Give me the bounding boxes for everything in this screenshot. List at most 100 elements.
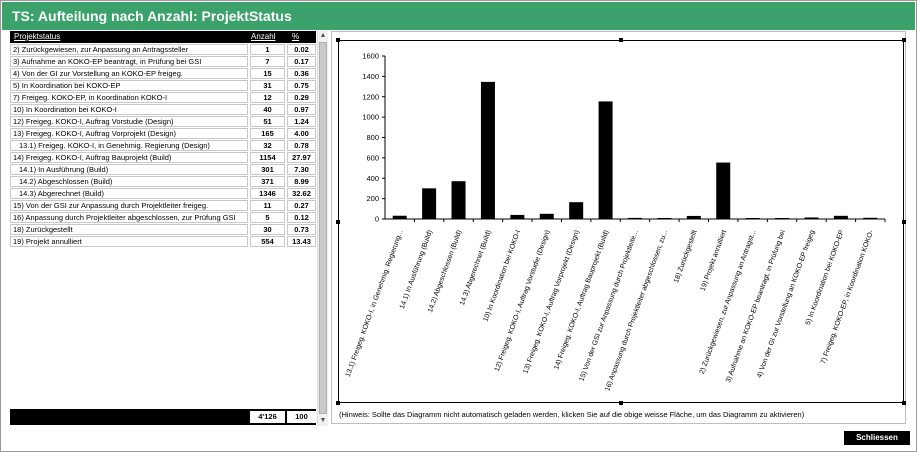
x-tick-label: 3) Aufnahme an KOKO-EP beantragt, in Prü… bbox=[725, 229, 787, 384]
table-row[interactable]: 16) Anpassung durch Projektleiter abgesc… bbox=[10, 212, 316, 224]
resize-handle-bottom-middle[interactable] bbox=[619, 401, 623, 405]
table-row[interactable]: 14.1) In Ausführung (Build) 301 7.30 bbox=[10, 164, 316, 176]
scroll-thumb[interactable] bbox=[319, 42, 327, 414]
status-cell: 19) Projekt annulliert bbox=[10, 236, 248, 247]
resize-handle-middle-right[interactable] bbox=[902, 220, 906, 224]
status-cell: 10) In Koordination bei KOKO-I bbox=[10, 104, 248, 115]
scroll-down-icon[interactable]: ▼ bbox=[319, 417, 327, 424]
table-row[interactable]: 4) Von der GI zur Vorstellung an KOKO-EP… bbox=[10, 68, 316, 80]
column-header-count[interactable]: Anzahl bbox=[251, 32, 276, 41]
percent-cell: 8.99 bbox=[287, 176, 316, 187]
table-row[interactable]: 13.1) Freigeg. KOKO-I, in Genehmig. Regi… bbox=[10, 140, 316, 152]
percent-cell: 0.75 bbox=[287, 80, 316, 91]
resize-handle-top-left[interactable] bbox=[336, 38, 340, 42]
table-row[interactable]: 10) In Koordination bei KOKO-I 40 0.97 bbox=[10, 104, 316, 116]
scroll-up-icon[interactable]: ▲ bbox=[319, 32, 327, 39]
status-cell: 3) Aufnahme an KOKO-EP beantragt, in Prü… bbox=[10, 56, 248, 67]
percent-cell: 0.12 bbox=[287, 212, 316, 223]
table-scrollbar[interactable]: ▲ ▼ bbox=[317, 31, 328, 426]
resize-handle-bottom-left[interactable] bbox=[336, 401, 340, 405]
bar bbox=[628, 217, 642, 219]
count-cell: 1154 bbox=[250, 152, 285, 163]
status-cell: 14.3) Abgerechnet (Build) bbox=[10, 188, 248, 199]
count-cell: 30 bbox=[250, 224, 285, 235]
percent-cell: 0.36 bbox=[287, 68, 316, 79]
table-row[interactable]: 15) Von der GSI zur Anpassung durch Proj… bbox=[10, 200, 316, 212]
close-button[interactable]: Schliessen bbox=[844, 431, 910, 445]
total-count: 4'126 bbox=[250, 411, 285, 423]
chart-panel[interactable] bbox=[331, 31, 906, 424]
table-header: Projektstatus Anzahl % bbox=[10, 31, 316, 43]
status-cell: 13.1) Freigeg. KOKO-I, in Genehmig. Regi… bbox=[10, 140, 248, 151]
x-tick-label: 19) Projekt annulliert bbox=[700, 229, 729, 292]
status-table: Projektstatus Anzahl % 2) Zurückgewiesen… bbox=[10, 31, 316, 426]
bar-chart[interactable]: 0 200 400 600 800 1000 1200 1400 1600 13.1) Freig… bbox=[339, 41, 903, 402]
bar bbox=[745, 218, 760, 219]
bar bbox=[716, 162, 731, 219]
resize-handle-middle-left[interactable] bbox=[336, 220, 340, 224]
y-tick-label: 600 bbox=[366, 153, 379, 162]
x-tick-label: 14.3) Abgerechnet (Build) bbox=[459, 229, 493, 306]
count-cell: 11 bbox=[250, 200, 285, 211]
percent-cell: 0.17 bbox=[287, 56, 316, 67]
x-tick-label: 2) Zurückgewiesen, zur Anpassung an Antr… bbox=[699, 229, 758, 375]
table-row[interactable]: 19) Projekt annulliert 554 13.43 bbox=[10, 236, 316, 248]
count-cell: 301 bbox=[250, 164, 285, 175]
x-tick-label: 13.1) Freigeg. KOKO-I, in Genehmig. Regi… bbox=[345, 229, 405, 378]
y-tick-label: 1000 bbox=[362, 113, 379, 122]
bar bbox=[422, 188, 437, 219]
bar bbox=[539, 213, 554, 219]
bar bbox=[657, 218, 672, 219]
percent-cell: 32.62 bbox=[287, 188, 316, 199]
table-row[interactable]: 7) Freigeg. KOKO-EP, in Koordination KOK… bbox=[10, 92, 316, 104]
percent-cell: 0.73 bbox=[287, 224, 316, 235]
x-tick-label: 7) Freigeg. KOKO-EP, in Koordination KOK… bbox=[820, 229, 875, 365]
bar bbox=[833, 215, 848, 219]
status-cell: 13) Freigeg. KOKO-I, Auftrag Vorprojekt … bbox=[10, 128, 248, 139]
table-footer: 4'126 100 bbox=[10, 409, 316, 425]
bar bbox=[863, 217, 878, 219]
count-cell: 1346 bbox=[250, 188, 285, 199]
bar bbox=[686, 215, 701, 219]
x-tick-label: 14.2) Abgeschlossen (Build) bbox=[427, 229, 463, 313]
y-tick-label: 1600 bbox=[362, 52, 379, 61]
table-row[interactable]: 18) Zurückgestellt 30 0.73 bbox=[10, 224, 316, 236]
count-cell: 371 bbox=[250, 176, 285, 187]
column-header-status[interactable]: Projektstatus bbox=[14, 32, 61, 41]
y-tick-label: 200 bbox=[366, 194, 379, 203]
count-cell: 31 bbox=[250, 80, 285, 91]
count-cell: 554 bbox=[250, 236, 285, 247]
table-body: 2) Zurückgewiesen, zur Anpassung an Antr… bbox=[10, 44, 316, 248]
x-tick-label: 12) Freigeg. KOKO-I, Auftrag Vorstudie (… bbox=[494, 229, 552, 372]
table-row[interactable]: 3) Aufnahme an KOKO-EP beantragt, in Prü… bbox=[10, 56, 316, 68]
percent-cell: 0.78 bbox=[287, 140, 316, 151]
table-row[interactable]: 14.2) Abgeschlossen (Build) 371 8.99 bbox=[10, 176, 316, 188]
y-tick-label: 400 bbox=[366, 174, 379, 183]
bar bbox=[451, 181, 466, 219]
table-row[interactable]: 2) Zurückgewiesen, zur Anpassung an Antr… bbox=[10, 44, 316, 56]
status-cell: 12) Freigeg. KOKO-I, Auftrag Vorstudie (… bbox=[10, 116, 248, 127]
column-header-percent[interactable]: % bbox=[292, 32, 300, 41]
x-tick-label: 16) Anpassung durch Projektleiter abgesc… bbox=[604, 229, 669, 392]
percent-cell: 0.97 bbox=[287, 104, 316, 115]
status-cell: 4) Von der GI zur Vorstellung an KOKO-EP… bbox=[10, 68, 248, 79]
chart-hint-text: (Hinweis: Sollte das Diagramm nicht auto… bbox=[339, 410, 805, 419]
count-cell: 7 bbox=[250, 56, 285, 67]
resize-handle-top-middle[interactable] bbox=[619, 38, 623, 42]
bar bbox=[804, 217, 819, 219]
status-cell: 15) Von der GSI zur Anpassung durch Proj… bbox=[10, 200, 248, 211]
resize-handle-top-right[interactable] bbox=[902, 38, 906, 42]
table-row[interactable]: 14.3) Abgerechnet (Build) 1346 32.62 bbox=[10, 188, 316, 200]
y-tick-label: 1400 bbox=[362, 72, 379, 81]
y-tick-label: 0 bbox=[375, 215, 379, 224]
status-cell: 14.2) Abgeschlossen (Build) bbox=[10, 176, 248, 187]
table-row[interactable]: 12) Freigeg. KOKO-I, Auftrag Vorstudie (… bbox=[10, 116, 316, 128]
percent-cell: 0.02 bbox=[287, 44, 316, 55]
count-cell: 5 bbox=[250, 212, 285, 223]
resize-handle-bottom-right[interactable] bbox=[902, 401, 906, 405]
table-row[interactable]: 14) Freigeg. KOKO-I, Auftrag Bauprojekt … bbox=[10, 152, 316, 164]
table-row[interactable]: 5) In Koordination bei KOKO-EP 31 0.75 bbox=[10, 80, 316, 92]
status-cell: 5) In Koordination bei KOKO-EP bbox=[10, 80, 248, 91]
table-row[interactable]: 13) Freigeg. KOKO-I, Auftrag Vorprojekt … bbox=[10, 128, 316, 140]
bar bbox=[598, 101, 613, 219]
